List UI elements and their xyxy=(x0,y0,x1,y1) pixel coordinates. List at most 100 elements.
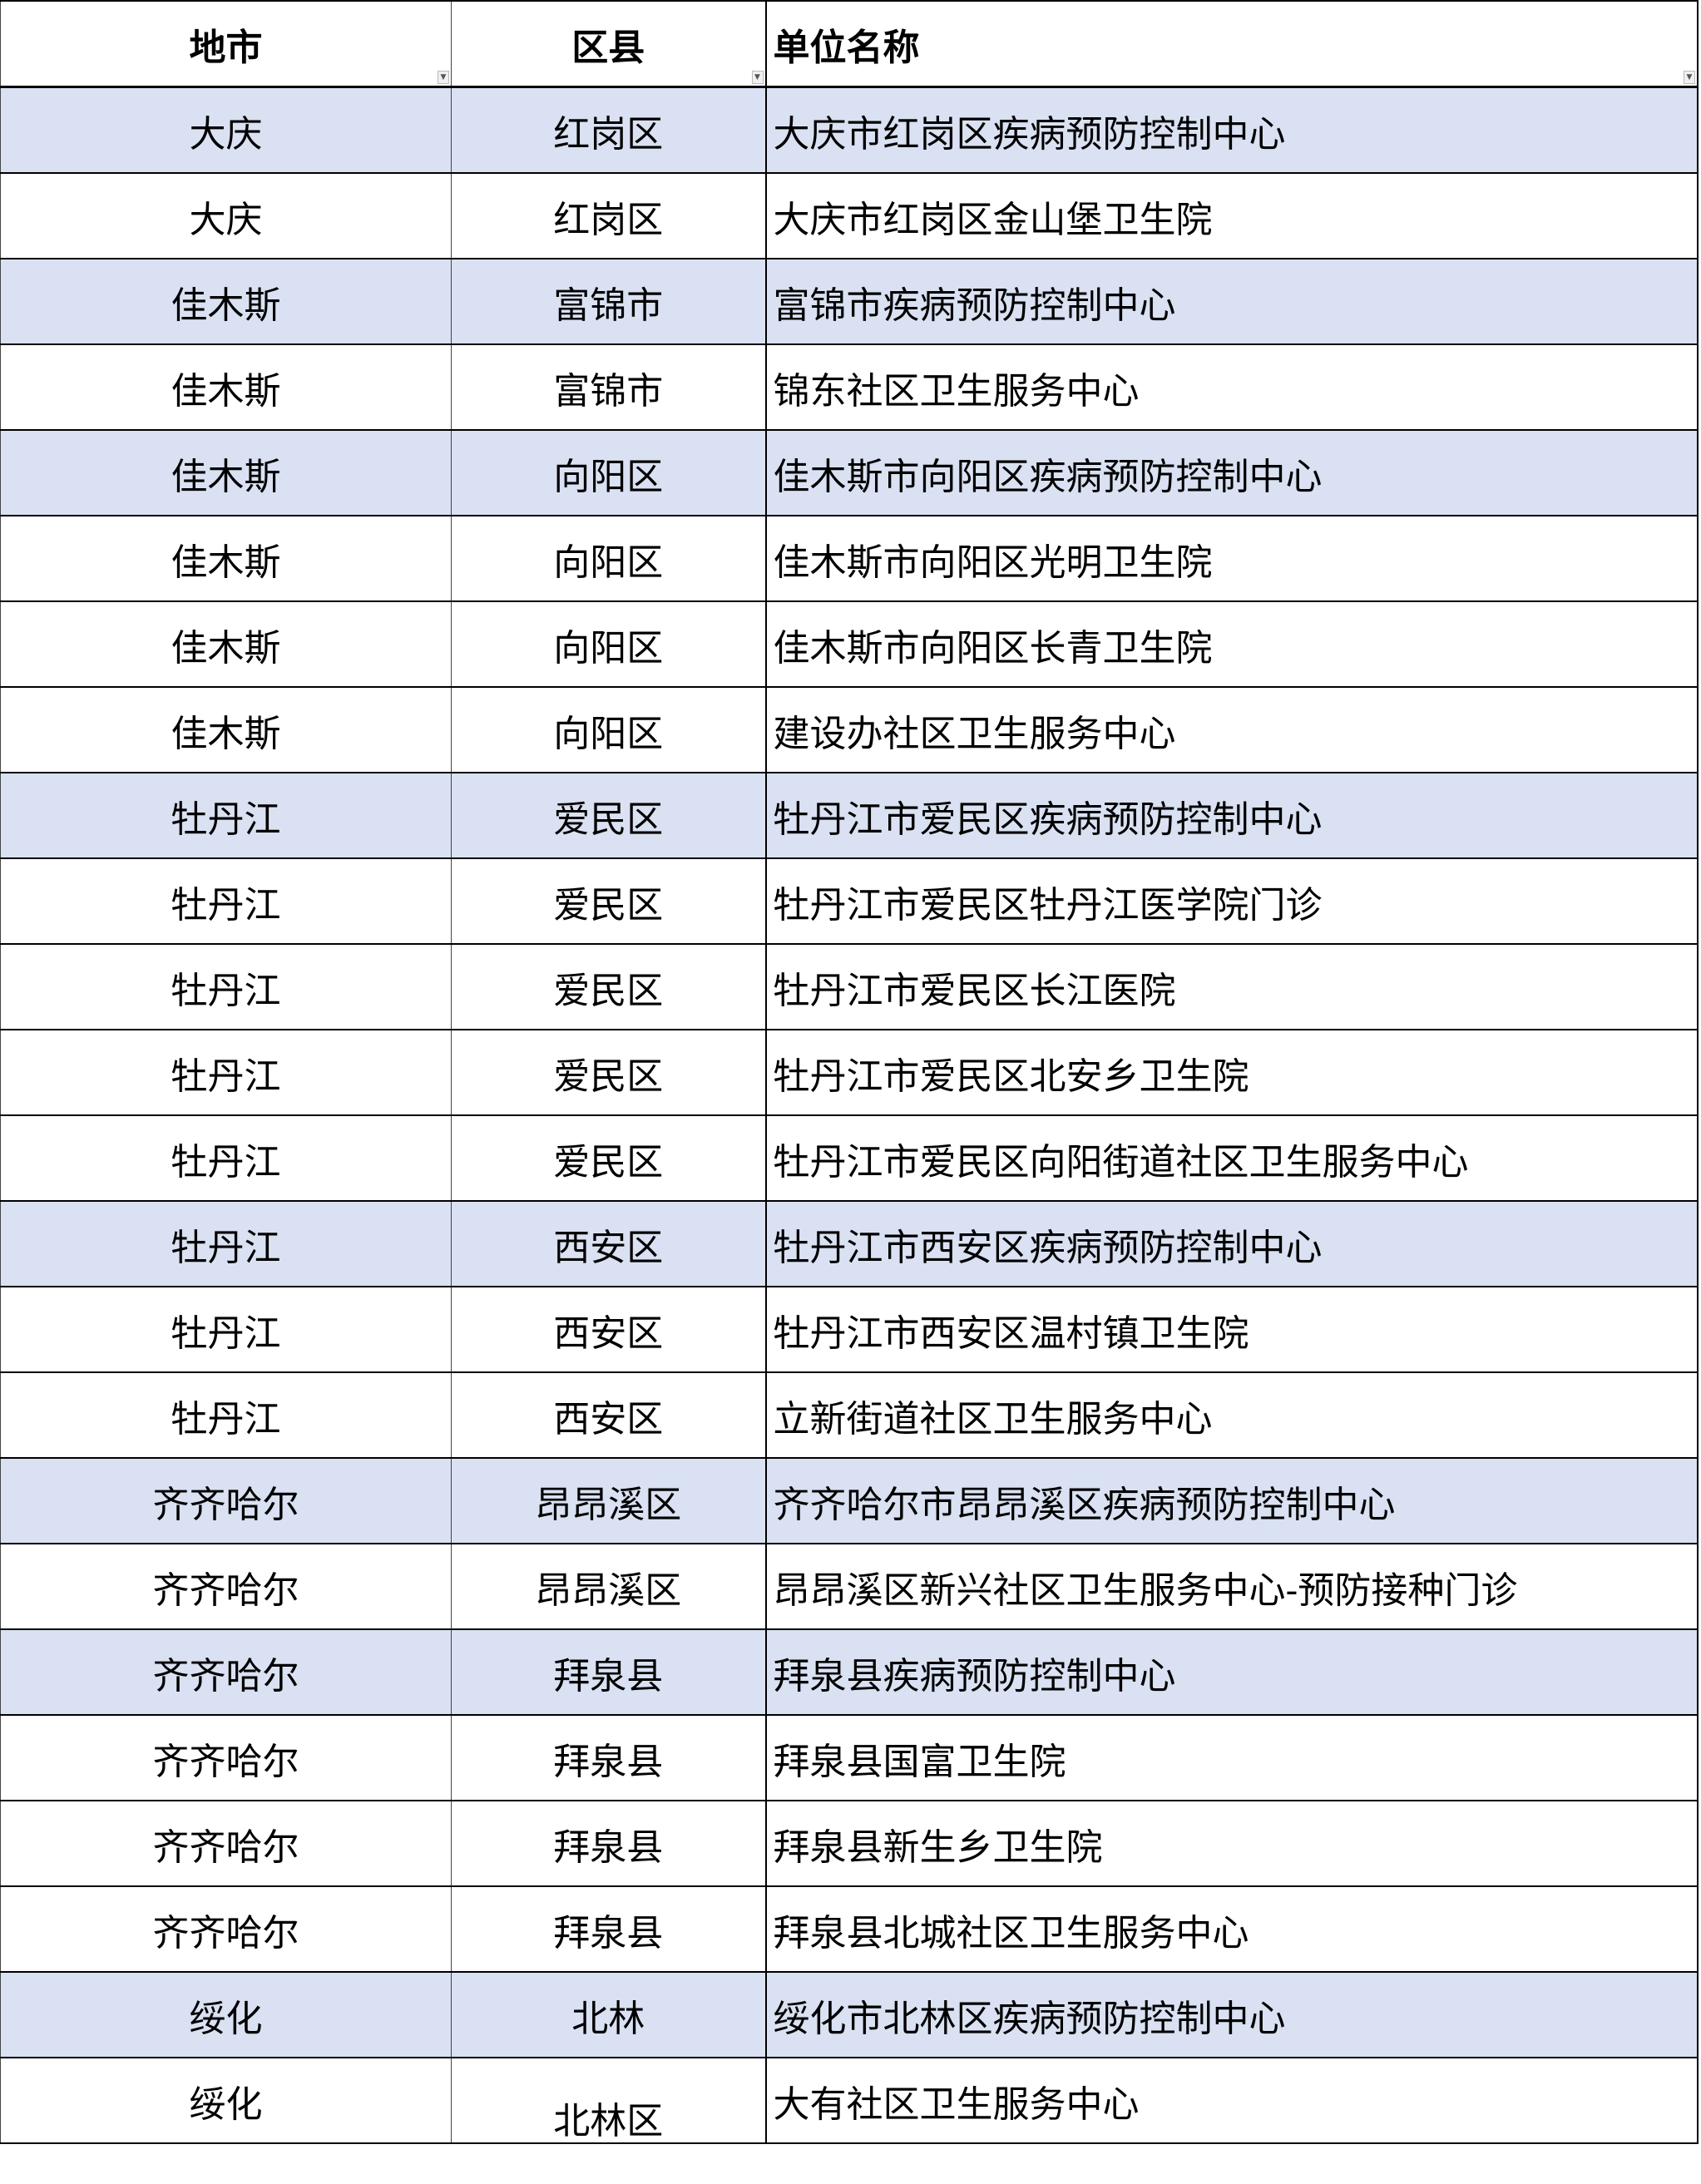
cell-district[interactable]: 西安区 xyxy=(451,1200,766,1287)
cell-unit-text: 建设办社区卫生服务中心 xyxy=(773,712,1176,755)
cell-unit[interactable]: 牡丹江市爱民区牡丹江医学院门诊 xyxy=(764,857,1699,945)
table-row: 大庆 红岗区 大庆市红岗区疾病预防控制中心 xyxy=(0,86,1699,174)
cell-district[interactable]: 昂昂溪区 xyxy=(451,1543,766,1630)
cell-district[interactable]: 向阳区 xyxy=(451,600,766,688)
cell-city[interactable]: 牡丹江 xyxy=(0,1200,452,1287)
cell-unit[interactable]: 绥化市北林区疾病预防控制中心 xyxy=(764,1971,1699,2058)
cell-district[interactable]: 爱民区 xyxy=(451,943,766,1030)
cell-city[interactable]: 绥化 xyxy=(0,2057,452,2144)
cell-city[interactable]: 牡丹江 xyxy=(0,1114,452,1202)
cell-district[interactable]: 富锦市 xyxy=(451,343,766,431)
cell-unit[interactable]: 拜泉县北城社区卫生服务中心 xyxy=(764,1885,1699,1973)
cell-district[interactable]: 爱民区 xyxy=(451,1114,766,1202)
cell-unit[interactable]: 牡丹江市爱民区疾病预防控制中心 xyxy=(764,772,1699,859)
cell-district-text: 爱民区 xyxy=(553,798,664,841)
cell-city[interactable]: 大庆 xyxy=(0,86,452,174)
header-district-label: 区县 xyxy=(571,26,645,69)
table-row: 佳木斯 向阳区 佳木斯市向阳区光明卫生院 xyxy=(0,515,1699,602)
cell-unit-text: 富锦市疾病预防控制中心 xyxy=(773,284,1176,327)
cell-unit[interactable]: 立新街道社区卫生服务中心 xyxy=(764,1371,1699,1459)
cell-city-text: 牡丹江 xyxy=(171,883,281,926)
cell-district-text: 昂昂溪区 xyxy=(535,1483,682,1526)
cell-district-text: 富锦市 xyxy=(553,284,664,327)
cell-unit[interactable]: 齐齐哈尔市昂昂溪区疾病预防控制中心 xyxy=(764,1457,1699,1544)
cell-unit-text: 牡丹江市西安区温村镇卫生院 xyxy=(773,1312,1249,1355)
cell-city[interactable]: 齐齐哈尔 xyxy=(0,1885,452,1973)
cell-district[interactable]: 富锦市 xyxy=(451,258,766,345)
cell-city[interactable]: 牡丹江 xyxy=(0,1029,452,1116)
cell-unit[interactable]: 拜泉县疾病预防控制中心 xyxy=(764,1628,1699,1716)
cell-district[interactable]: 拜泉县 xyxy=(451,1885,766,1973)
cell-unit[interactable]: 牡丹江市西安区温村镇卫生院 xyxy=(764,1286,1699,1373)
cell-city[interactable]: 牡丹江 xyxy=(0,1286,452,1373)
cell-city[interactable]: 佳木斯 xyxy=(0,343,452,431)
cell-city[interactable]: 绥化 xyxy=(0,1971,452,2058)
cell-city[interactable]: 佳木斯 xyxy=(0,686,452,773)
cell-unit[interactable]: 拜泉县国富卫生院 xyxy=(764,1714,1699,1801)
cell-city-text: 齐齐哈尔 xyxy=(152,1483,299,1526)
cell-unit[interactable]: 锦东社区卫生服务中心 xyxy=(764,343,1699,431)
cell-city[interactable]: 牡丹江 xyxy=(0,857,452,945)
cell-city[interactable]: 齐齐哈尔 xyxy=(0,1543,452,1630)
cell-unit[interactable]: 大庆市红岗区金山堡卫生院 xyxy=(764,172,1699,259)
cell-district[interactable]: 向阳区 xyxy=(451,429,766,516)
cell-district[interactable]: 红岗区 xyxy=(451,86,766,174)
cell-unit-text: 锦东社区卫生服务中心 xyxy=(773,369,1140,413)
cell-unit[interactable]: 牡丹江市爱民区向阳街道社区卫生服务中心 xyxy=(764,1114,1699,1202)
table-row: 牡丹江 爱民区 牡丹江市爱民区向阳街道社区卫生服务中心 xyxy=(0,1114,1699,1202)
cell-unit[interactable]: 佳木斯市向阳区长青卫生院 xyxy=(764,600,1699,688)
cell-city-text: 佳木斯 xyxy=(171,626,281,670)
header-district: 区县 ▼ xyxy=(451,0,766,88)
cell-city[interactable]: 齐齐哈尔 xyxy=(0,1714,452,1801)
cell-district[interactable]: 红岗区 xyxy=(451,172,766,259)
cell-district[interactable]: 西安区 xyxy=(451,1286,766,1373)
cell-unit[interactable]: 牡丹江市爱民区长江医院 xyxy=(764,943,1699,1030)
cell-district[interactable]: 向阳区 xyxy=(451,686,766,773)
cell-city[interactable]: 牡丹江 xyxy=(0,1371,452,1459)
cell-unit[interactable]: 昂昂溪区新兴社区卫生服务中心-预防接种门诊 xyxy=(764,1543,1699,1630)
cell-city[interactable]: 佳木斯 xyxy=(0,429,452,516)
cell-city[interactable]: 佳木斯 xyxy=(0,515,452,602)
cell-unit[interactable]: 牡丹江市爱民区北安乡卫生院 xyxy=(764,1029,1699,1116)
cell-city[interactable]: 大庆 xyxy=(0,172,452,259)
cell-district[interactable]: 拜泉县 xyxy=(451,1628,766,1716)
dropdown-arrow-icon[interactable]: ▼ xyxy=(1684,71,1695,84)
cell-city[interactable]: 佳木斯 xyxy=(0,600,452,688)
cell-city[interactable]: 齐齐哈尔 xyxy=(0,1457,452,1544)
cell-unit-text: 牡丹江市爱民区疾病预防控制中心 xyxy=(773,798,1323,841)
table-row: 齐齐哈尔 拜泉县 拜泉县疾病预防控制中心 xyxy=(0,1628,1699,1716)
cell-city-text: 绥化 xyxy=(189,1997,263,2040)
dropdown-arrow-icon[interactable]: ▼ xyxy=(751,71,764,84)
cell-unit[interactable]: 拜泉县新生乡卫生院 xyxy=(764,1800,1699,1887)
cell-district[interactable]: 北林 xyxy=(451,1971,766,2058)
cell-city[interactable]: 齐齐哈尔 xyxy=(0,1628,452,1716)
cell-unit[interactable]: 建设办社区卫生服务中心 xyxy=(764,686,1699,773)
cell-city[interactable]: 佳木斯 xyxy=(0,258,452,345)
cell-district[interactable]: 拜泉县 xyxy=(451,1800,766,1887)
cell-district[interactable]: 向阳区 xyxy=(451,515,766,602)
cell-district[interactable]: 拜泉县 xyxy=(451,1714,766,1801)
cell-city[interactable]: 齐齐哈尔 xyxy=(0,1800,452,1887)
cell-city[interactable]: 牡丹江 xyxy=(0,943,452,1030)
cell-city[interactable]: 牡丹江 xyxy=(0,772,452,859)
cell-unit[interactable]: 牡丹江市西安区疾病预防控制中心 xyxy=(764,1200,1699,1287)
cell-district-text: 拜泉县 xyxy=(553,1826,664,1869)
cell-district[interactable]: 爱民区 xyxy=(451,1029,766,1116)
cell-district[interactable]: 北林区 xyxy=(451,2057,766,2144)
cell-unit[interactable]: 富锦市疾病预防控制中心 xyxy=(764,258,1699,345)
cell-district[interactable]: 昂昂溪区 xyxy=(451,1457,766,1544)
cell-district-text: 向阳区 xyxy=(553,626,664,670)
cell-district-text: 北林区 xyxy=(553,2099,664,2142)
cell-district[interactable]: 爱民区 xyxy=(451,857,766,945)
table-row: 齐齐哈尔 拜泉县 拜泉县国富卫生院 xyxy=(0,1714,1699,1801)
cell-city-text: 牡丹江 xyxy=(171,1140,281,1183)
cell-unit[interactable]: 大庆市红岗区疾病预防控制中心 xyxy=(764,86,1699,174)
cell-unit[interactable]: 大有社区卫生服务中心 xyxy=(764,2057,1699,2144)
dropdown-arrow-icon[interactable]: ▼ xyxy=(438,71,449,84)
cell-district[interactable]: 西安区 xyxy=(451,1371,766,1459)
cell-unit-text: 大庆市红岗区疾病预防控制中心 xyxy=(773,112,1286,156)
cell-unit[interactable]: 佳木斯市向阳区光明卫生院 xyxy=(764,515,1699,602)
cell-district-text: 向阳区 xyxy=(553,455,664,498)
cell-unit[interactable]: 佳木斯市向阳区疾病预防控制中心 xyxy=(764,429,1699,516)
cell-district[interactable]: 爱民区 xyxy=(451,772,766,859)
